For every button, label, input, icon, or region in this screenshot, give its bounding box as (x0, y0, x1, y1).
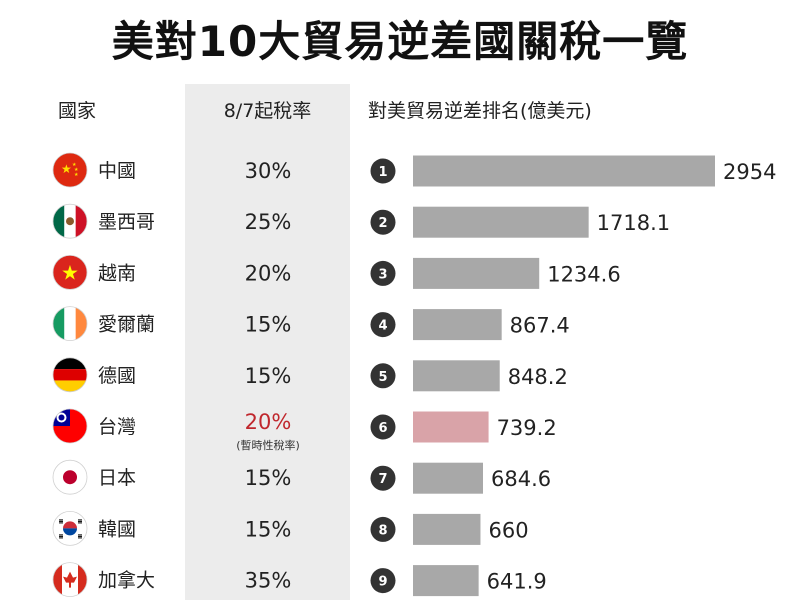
chart-row: ★ ★★★ 中國 30% 1 2954 (52, 152, 776, 188)
deficit-bar (413, 513, 481, 545)
country-name: 中國 (98, 160, 136, 182)
korea-flag-icon (52, 511, 88, 546)
deficit-value-label: 739.2 (497, 416, 557, 440)
country-name: 加拿大 (98, 569, 155, 592)
rank-number: 5 (378, 370, 387, 385)
vietnam-flag-icon: ★ (52, 254, 88, 290)
deficit-bar (413, 411, 489, 443)
tariff-rate: 15% (245, 466, 292, 490)
tariff-rate: 15% (245, 313, 292, 337)
taiwan-flag-icon (52, 408, 88, 444)
deficit-bar (413, 155, 715, 187)
deficit-bar (413, 206, 589, 238)
rank-number: 3 (378, 267, 387, 282)
deficit-bar (413, 462, 483, 494)
country-name: 台灣 (98, 416, 136, 438)
country-name: 愛爾蘭 (98, 314, 155, 336)
tariff-rate: 35% (245, 569, 292, 593)
deficit-bar (413, 309, 502, 341)
deficit-value-label: 848.2 (508, 365, 568, 389)
rank-badge (370, 363, 396, 389)
rank-number: 7 (378, 472, 387, 487)
tariff-rate: 25% (245, 210, 292, 234)
rank-badge (370, 516, 396, 542)
deficit-value-label: 1234.6 (547, 262, 620, 286)
svg-text:★: ★ (74, 167, 79, 173)
tariff-rate: 20% (245, 410, 292, 434)
rate-column-background (185, 84, 350, 600)
tariff-rate: 15% (245, 517, 292, 541)
svg-text:★: ★ (61, 162, 72, 176)
rank-number: 8 (378, 523, 387, 538)
page-title: 美對10大貿易逆差國關稅一覽 (111, 17, 689, 66)
country-name: 韓國 (98, 518, 136, 540)
chart-row: 墨西哥 25% 2 1718.1 (52, 203, 670, 239)
rank-badge (370, 158, 396, 184)
mexico-flag-icon (52, 203, 88, 239)
chart-row: 台灣 20% (暫時性稅率) 6 739.2 (52, 408, 557, 452)
deficit-value-label: 684.6 (491, 467, 551, 491)
deficit-column-header: 對美貿易逆差排名(億美元) (368, 100, 592, 122)
rank-number: 1 (378, 165, 387, 180)
rank-badge (370, 260, 396, 286)
chart-row: 加拿大 35% 9 641.9 (52, 562, 547, 597)
country-column-header: 國家 (58, 100, 97, 122)
deficit-bar (413, 565, 479, 597)
rank-badge (370, 414, 396, 440)
tariff-rate-note: (暫時性稅率) (236, 438, 300, 452)
svg-text:★: ★ (61, 260, 79, 284)
rank-number: 6 (378, 421, 387, 436)
country-name: 日本 (98, 467, 136, 489)
ireland-flag-icon (52, 306, 88, 342)
deficit-value-label: 867.4 (510, 314, 570, 338)
country-name: 越南 (98, 262, 136, 284)
rank-number: 2 (378, 216, 387, 231)
canada-flag-icon (52, 562, 88, 597)
tariff-rate: 15% (245, 364, 292, 388)
rank-number: 9 (378, 575, 387, 590)
deficit-bar (413, 257, 540, 289)
chart-row: 德國 15% 5 848.2 (52, 357, 568, 393)
rate-column-header: 8/7起稅率 (223, 100, 312, 122)
germany-flag-icon (52, 357, 88, 393)
country-name: 墨西哥 (98, 211, 155, 233)
deficit-value-label: 1718.1 (597, 211, 670, 235)
rank-badge (370, 465, 396, 491)
chart-row: 日本 15% 7 684.6 (52, 459, 551, 495)
deficit-value-label: 2954 (723, 160, 776, 184)
china-flag-icon: ★ ★★★ (52, 152, 88, 188)
deficit-value-label: 660 (488, 518, 528, 542)
rank-badge (370, 568, 396, 594)
chart-row: 韓國 15% 8 660 (52, 511, 529, 546)
rank-badge (370, 209, 396, 235)
tariff-rate: 30% (245, 159, 292, 183)
country-name: 德國 (98, 365, 136, 387)
tariff-rate: 20% (245, 261, 292, 285)
svg-text:★: ★ (74, 172, 79, 178)
rank-badge (370, 312, 396, 338)
rank-number: 4 (378, 319, 387, 334)
japan-flag-icon (52, 459, 88, 495)
deficit-bar (413, 360, 500, 392)
deficit-value-label: 641.9 (487, 570, 547, 594)
chart-row: ★ 越南 20% 3 1234.6 (52, 254, 621, 290)
svg-text:★: ★ (72, 162, 77, 168)
chart-row: 愛爾蘭 15% 4 867.4 (52, 306, 570, 342)
